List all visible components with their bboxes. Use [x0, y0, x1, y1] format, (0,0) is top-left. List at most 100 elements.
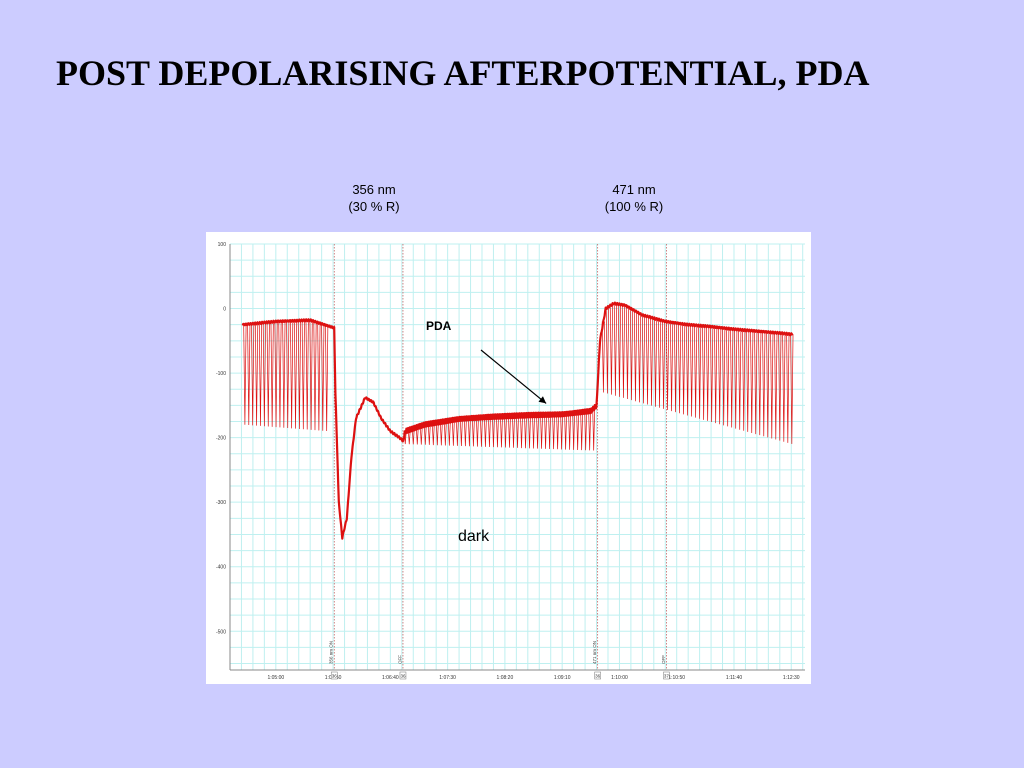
dark-annotation: dark [458, 528, 490, 545]
trace-spike [766, 332, 770, 438]
event-marker-number: 37 [664, 674, 670, 679]
voltage-trace-chart: 1000-100-200-300-400-5001:05:001:05:501:… [216, 242, 805, 681]
trace-spike [443, 421, 447, 446]
trace-spike [274, 321, 278, 428]
trace-spike [786, 333, 790, 443]
trace-spike [258, 322, 263, 426]
event-marker-number: 36 [332, 674, 338, 679]
y-tick-label: 0 [223, 307, 226, 313]
trace-spike [476, 418, 479, 447]
trace-spike [706, 326, 710, 421]
trace-spike [674, 322, 678, 413]
trace-spike [682, 324, 686, 415]
x-tick-label: 1:10:00 [611, 675, 628, 681]
trace-spike [262, 322, 266, 427]
trace-spike [560, 413, 563, 450]
trace-spike [403, 431, 407, 445]
trace-spike [452, 420, 455, 446]
trace-spike [694, 325, 698, 418]
y-tick-label: -200 [216, 436, 226, 442]
trace-spike [516, 415, 519, 448]
trace-spike [528, 414, 531, 449]
trace-spike [282, 321, 286, 428]
trace-spike [431, 423, 435, 446]
stimulus-471nm-wavelength: 471 nm [612, 182, 656, 197]
trace-spike [588, 410, 592, 451]
trace-spike [427, 424, 431, 445]
trace-spike [710, 326, 714, 423]
trace-spike [702, 325, 706, 420]
event-marker-box [663, 671, 670, 680]
trace-spike [520, 415, 523, 449]
trace-spike [508, 416, 511, 448]
trace-spike [468, 418, 471, 447]
pda-arrow-head [538, 396, 547, 404]
y-tick-label: -400 [216, 565, 226, 571]
trace-spike [572, 412, 575, 450]
trace-spike [500, 416, 503, 448]
trace-spike [536, 414, 539, 449]
trace-spike [678, 323, 682, 414]
trace-spike [754, 331, 758, 435]
trace-spike [270, 321, 274, 427]
trace-spike [278, 321, 282, 428]
x-tick-label: 1:10:50 [668, 675, 685, 681]
x-tick-label: 1:09:10 [554, 675, 571, 681]
trace-spike [601, 321, 605, 393]
trace-spike [576, 412, 579, 450]
event-marker-label: 471 nm ON [592, 641, 597, 664]
trace-spike [686, 324, 690, 416]
y-tick-label: -100 [216, 371, 226, 377]
trace-spike [532, 414, 535, 449]
trace-spike [540, 414, 543, 449]
trace-spike [496, 416, 499, 448]
trace-spike [419, 425, 423, 445]
trace-spike [293, 320, 298, 429]
trace-spike [460, 419, 463, 447]
slide-title: POST DEPOLARISING AFTERPOTENTIAL, PDA [56, 53, 870, 93]
event-marker-label: OFF [661, 655, 666, 664]
trace-spike [313, 321, 317, 431]
trace-spike [762, 331, 766, 437]
trace-spike [411, 428, 415, 445]
trace-spike [758, 331, 762, 436]
trace-spike [243, 324, 247, 425]
trace-spike [629, 308, 634, 401]
trace-spike [592, 407, 596, 451]
trace-spike [621, 305, 626, 398]
trace-spike [286, 321, 290, 429]
trace-spike [605, 307, 609, 394]
trace-spike [734, 329, 738, 429]
chart-panel: 1000-100-200-300-400-5001:05:001:05:501:… [206, 232, 811, 684]
trace-spike [251, 323, 255, 426]
trace-spike [580, 411, 583, 451]
trace-spike [439, 422, 443, 446]
trace-spike [407, 429, 411, 445]
trace-spike [584, 411, 588, 451]
trace-spike [770, 332, 774, 439]
event-marker-box [399, 671, 407, 680]
trace-spike [305, 320, 309, 430]
trace-spike [790, 334, 794, 444]
trace-spike [512, 415, 515, 448]
trace-spike [317, 322, 321, 431]
trace-spike [742, 330, 746, 431]
trace-spike [472, 418, 475, 447]
trace-spike [613, 303, 617, 396]
stimulus-471nm-label: 471 nm (100 % R) [586, 181, 682, 215]
trace-spike [657, 319, 662, 408]
trace-spike [548, 414, 551, 450]
event-marker-number: 36 [595, 674, 601, 679]
trace-spike [266, 322, 270, 427]
x-tick-label: 1:08:20 [497, 675, 514, 681]
trace-spike [456, 419, 459, 446]
trace-spike [730, 328, 734, 428]
trace-spike [255, 323, 259, 426]
trace-spike [653, 318, 658, 407]
trace-spike [718, 327, 722, 425]
trace-spike [480, 417, 483, 447]
stimulus-471nm-intensity: (100 % R) [604, 199, 664, 214]
trace-spike [698, 325, 702, 419]
trace-spike [645, 316, 650, 405]
event-marker-number: 36 [400, 674, 406, 679]
